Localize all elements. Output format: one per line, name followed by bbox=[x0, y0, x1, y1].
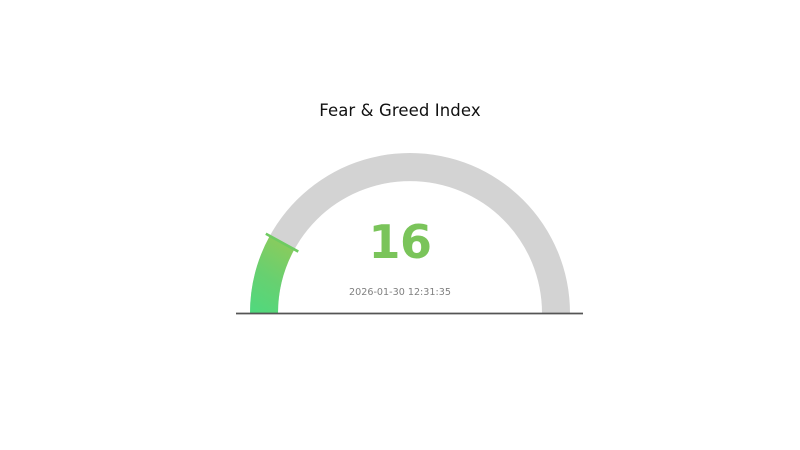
gauge-value-arc bbox=[250, 235, 295, 313]
page-title: Fear & Greed Index bbox=[319, 101, 481, 120]
gauge-value-tick-icon bbox=[265, 232, 299, 253]
gauge-track-arc bbox=[250, 153, 570, 313]
gauge-value-label: 16 bbox=[368, 215, 432, 269]
gauge-timestamp-label: 2026-01-30 12:31:35 bbox=[349, 287, 451, 298]
